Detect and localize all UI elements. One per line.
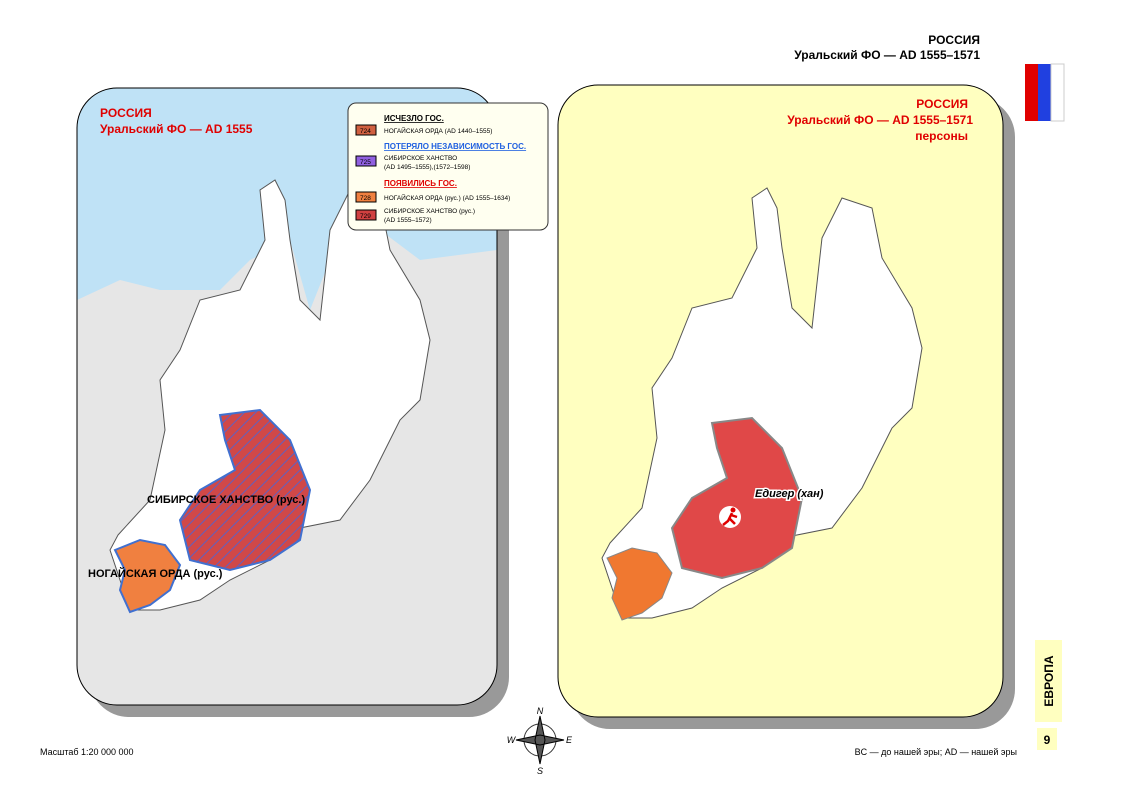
legend-heading: ПОЯВИЛИСЬ ГОС. [384,179,457,188]
compass: N W E S [507,706,573,776]
legend-code: 724 [360,128,371,135]
region-tab [1035,640,1062,722]
flag [1025,63,1065,122]
legend-heading: ПОТЕРЯЛО НЕЗАВИСИМОСТЬ ГОС. [384,142,526,151]
header-title: РОССИЯ [928,33,980,47]
compass-letter: W [507,735,517,745]
header-subtitle: Уральский ФО — AD 1555–1571 [794,48,980,62]
right-subtitle: Уральский ФО — AD 1555–1571 [787,113,973,127]
region-label: ЕВРОПА [1042,655,1056,706]
legend-code: 728 [360,195,371,202]
compass-letter: E [566,735,573,745]
page-number: 9 [1044,733,1051,747]
legend-text: СИБИРСКОЕ ХАНСТВО (рус.) [384,208,475,215]
left-subtitle: Уральский ФО — AD 1555 [100,122,253,136]
page-tab [1037,728,1057,750]
legend-text: (AD 1555–1572) [384,217,432,224]
legend-code: 725 [360,159,371,166]
legend-heading: ИСЧЕЗЛО ГОС. [384,114,444,123]
legend-text: СИБИРСКОЕ ХАНСТВО [384,155,457,162]
map-label: СИБИРСКОЕ ХАНСТВО (рус.) [147,494,305,506]
map-label: НОГАЙСКАЯ ОРДА (рус.) [88,567,223,580]
legend-text: НОГАЙСКАЯ ОРДА (рус.) (AD 1555–1634) [384,193,510,202]
person-name: Едигер (хан) [755,488,824,500]
left-frame [76,87,498,706]
legend-text: НОГАЙСКАЯ ОРДА (AD 1440–1555) [384,126,492,135]
legend: ИСЧЕЗЛО ГОС. 724 НОГАЙСКАЯ ОРДА (AD 1440… [347,102,549,231]
legend-code: 729 [360,213,371,220]
right-caption: персоны [915,129,968,143]
compass-letter: S [537,766,543,776]
left-title: РОССИЯ [100,106,152,120]
right-title: РОССИЯ [916,97,968,111]
scale: Масштаб 1:20 000 000 [40,747,134,757]
compass-letter: N [537,706,544,716]
era-note: BC — до нашей эры; AD — нашей эры [855,747,1017,757]
legend-text: (AD 1495–1555),(1572–1598) [384,164,470,171]
